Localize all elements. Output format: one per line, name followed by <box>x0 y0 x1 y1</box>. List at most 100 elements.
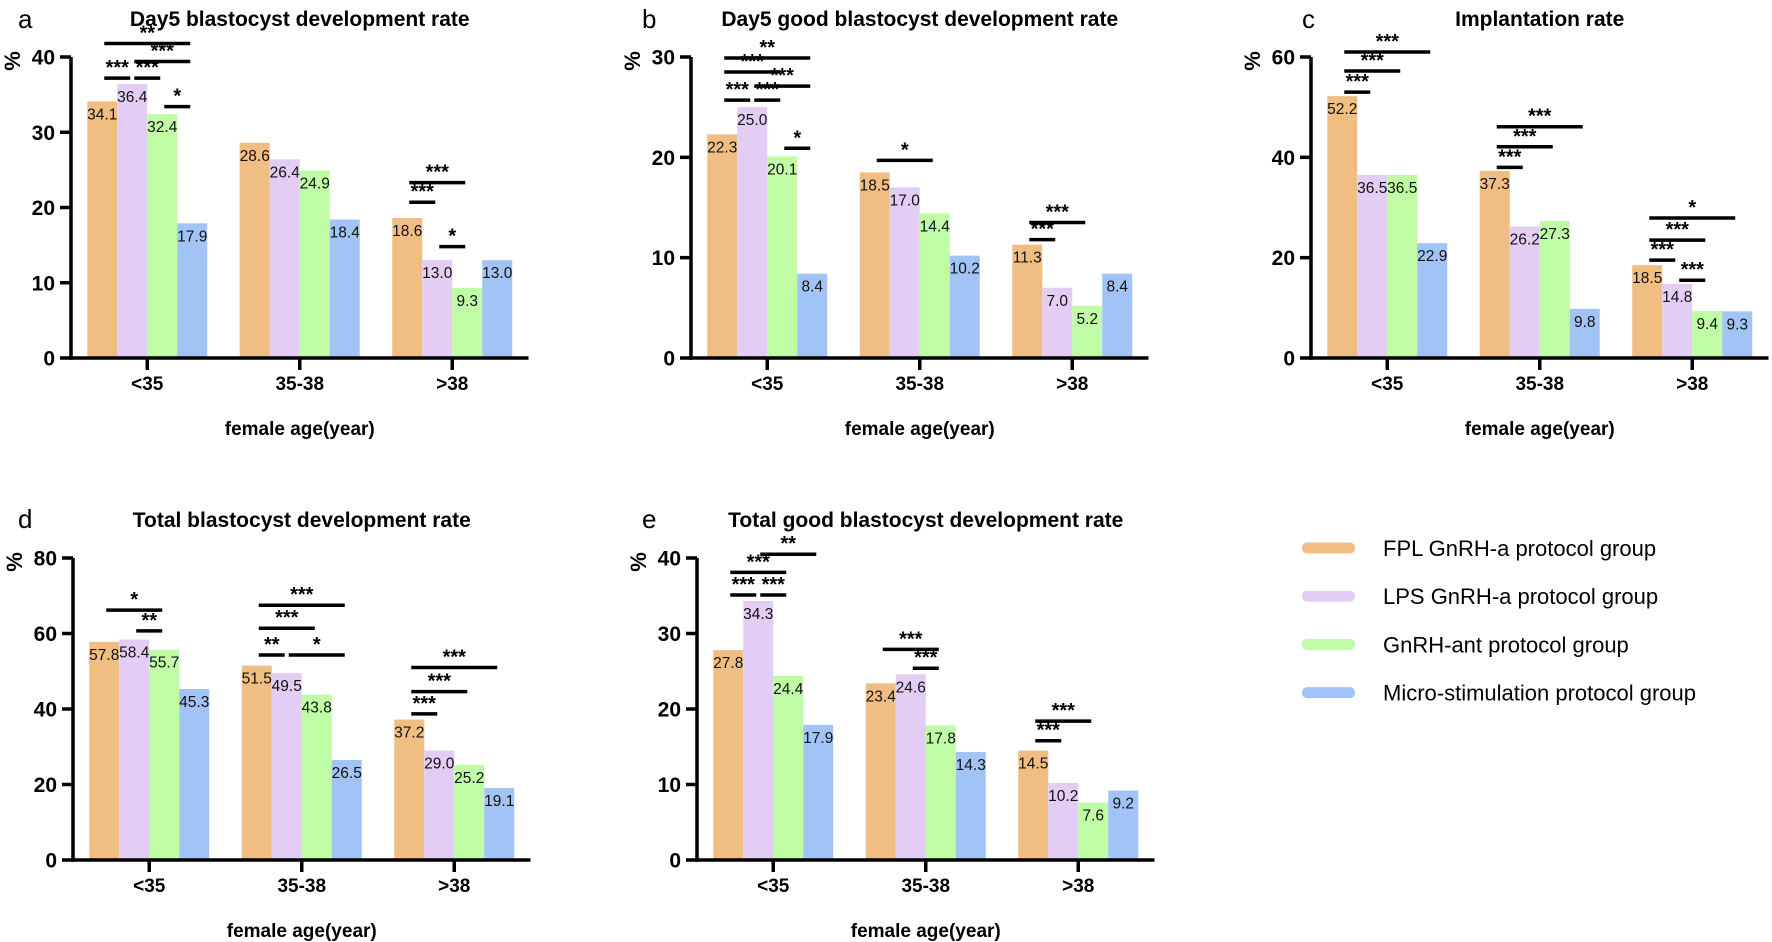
chart-title: Total blastocyst development rate <box>133 509 471 532</box>
sig-stars: *** <box>411 181 435 203</box>
panel-c: c Implantation rate 52.2 37.3 18.5 36.5 26.2 14… <box>1240 4 1769 440</box>
x-tick-label: 35-38 <box>901 876 950 897</box>
legend-item: LPS GnRH-a protocol group <box>1302 584 1658 609</box>
sig-stars: * <box>313 634 321 656</box>
legend-item: GnRH-ant protocol group <box>1302 632 1629 657</box>
sig-stars: *** <box>899 628 923 650</box>
bar-value-label: 24.4 <box>773 681 804 698</box>
panel-e: e Total good blastocyst development rate 2… <box>626 504 1155 942</box>
legend-label: LPS GnRH-a protocol group <box>1383 584 1658 609</box>
sig-stars: *** <box>726 79 750 101</box>
bar <box>865 683 896 860</box>
bar-value-label: 7.0 <box>1046 293 1068 310</box>
legend-swatch <box>1302 687 1355 699</box>
bar <box>1078 802 1109 860</box>
bar-value-label: 20.1 <box>767 161 797 178</box>
bar <box>895 674 926 860</box>
x-tick-label: <35 <box>751 374 784 395</box>
bar-value-label: 18.6 <box>392 223 422 240</box>
sig-stars: ** <box>264 634 280 656</box>
bar-value-label: 24.9 <box>300 176 330 193</box>
y-axis-title: % <box>2 552 27 572</box>
bar-value-label: 23.4 <box>866 688 897 705</box>
y-tick-label: 10 <box>32 272 55 295</box>
y-tick-label: 20 <box>658 699 681 722</box>
y-tick-label: 40 <box>658 548 681 571</box>
sig-stars: *** <box>732 574 756 596</box>
x-tick-label: >38 <box>1676 374 1708 395</box>
sig-stars: ** <box>780 533 796 555</box>
sig-stars: *** <box>771 65 795 87</box>
x-tick-label: 35-38 <box>895 374 944 395</box>
bar <box>925 725 956 860</box>
bar-value-label: 45.3 <box>179 694 209 711</box>
bar <box>179 688 210 860</box>
bar <box>1048 782 1079 860</box>
bar <box>1479 170 1510 358</box>
bar <box>454 764 485 860</box>
sig-bracket: *** <box>411 693 438 716</box>
bar <box>239 142 270 358</box>
bar <box>117 84 148 358</box>
y-tick-label: 10 <box>652 247 675 270</box>
bar <box>713 650 744 860</box>
sig-stars: *** <box>1681 259 1705 281</box>
legend: FPL GnRH-a protocol group LPS GnRH-a prot… <box>1302 536 1696 706</box>
sig-bracket: *** <box>1344 50 1401 73</box>
bar-value-label: 17.9 <box>803 730 833 747</box>
x-tick-label: <35 <box>757 876 790 897</box>
bar-value-label: 14.8 <box>1662 289 1692 306</box>
sig-stars: *** <box>1651 239 1675 261</box>
bar <box>1108 790 1139 860</box>
sig-bracket: *** <box>1029 202 1086 225</box>
bar <box>743 601 774 860</box>
x-tick-label: 35-38 <box>1515 374 1564 395</box>
y-tick-label: 40 <box>1272 147 1295 170</box>
sig-stars: *** <box>1031 219 1055 241</box>
panel-letter: c <box>1302 4 1315 34</box>
sig-bracket: *** <box>1035 700 1092 723</box>
y-axis-title: % <box>0 51 25 71</box>
bar <box>737 107 768 359</box>
bar-value-label: 14.4 <box>920 219 951 236</box>
panel-d: d Total blastocyst development rate 57.8 51… <box>2 504 531 942</box>
sig-stars: * <box>793 127 801 149</box>
bar <box>1018 750 1049 860</box>
sig-bracket: *** <box>409 181 436 204</box>
bar-value-label: 8.4 <box>801 279 823 296</box>
sig-bracket: *** <box>730 551 787 575</box>
x-tick-label: 35-38 <box>277 876 326 897</box>
bar <box>1569 308 1600 358</box>
y-tick-label: 0 <box>45 850 57 873</box>
y-axis-title: % <box>626 552 651 572</box>
sig-stars: *** <box>1361 50 1385 72</box>
bar-value-label: 28.6 <box>240 148 270 165</box>
sig-stars: *** <box>151 41 175 63</box>
bar-value-label: 17.0 <box>890 192 921 209</box>
x-axis-title: female age(year) <box>225 419 375 440</box>
sig-stars: ** <box>139 22 155 44</box>
panel-b: b Day5 good blastocyst development rate 22… <box>620 4 1149 440</box>
sig-stars: *** <box>1346 71 1370 93</box>
sig-stars: * <box>1688 197 1696 219</box>
bar-value-label: 24.6 <box>896 679 926 696</box>
bar-value-label: 5.2 <box>1076 311 1098 328</box>
bar <box>1012 244 1043 358</box>
bar <box>452 288 483 358</box>
bar-value-label: 37.2 <box>394 725 424 742</box>
sig-bracket: *** <box>1035 720 1062 743</box>
bar <box>803 724 834 860</box>
legend-item: FPL GnRH-a protocol group <box>1302 536 1656 561</box>
x-axis-title: female age(year) <box>227 921 377 942</box>
y-tick-label: 20 <box>1272 247 1295 270</box>
bar <box>1072 305 1103 358</box>
sig-bracket: *** <box>1679 259 1706 282</box>
sig-stars: *** <box>443 646 467 668</box>
y-axis-title: % <box>1240 51 1265 71</box>
bar <box>177 223 208 358</box>
sig-stars: *** <box>747 551 771 573</box>
x-tick-label: <35 <box>1371 374 1404 395</box>
bar <box>269 159 300 358</box>
legend-label: GnRH-ant protocol group <box>1383 632 1629 657</box>
sig-bracket: * <box>784 127 811 151</box>
